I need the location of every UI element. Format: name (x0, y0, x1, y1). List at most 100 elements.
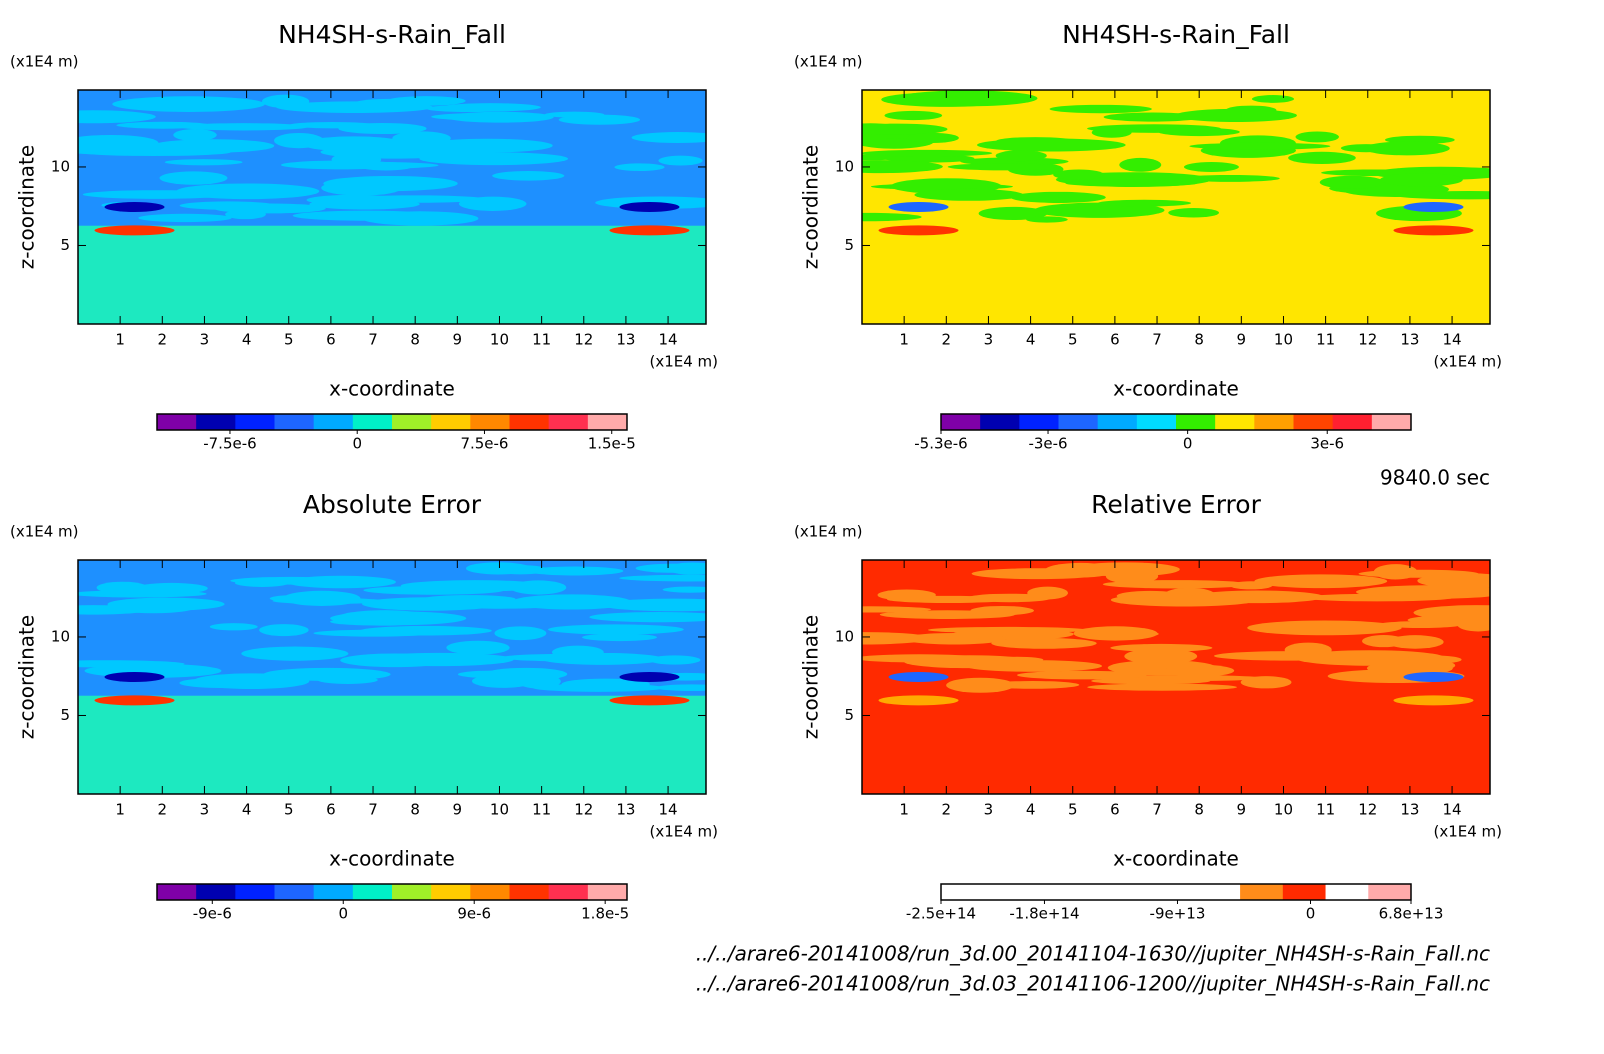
colorbar-swatch (1240, 884, 1284, 900)
field-stripe (1417, 573, 1490, 589)
y-unit: (x1E4 m) (10, 53, 79, 71)
colorbar-swatch (313, 414, 354, 430)
field-feature (878, 695, 959, 706)
field-stripe (877, 589, 936, 601)
field-stripe (1017, 670, 1147, 680)
x-tick-label: 5 (1068, 801, 1078, 819)
field-stripe (213, 203, 326, 214)
y-unit: (x1E4 m) (794, 523, 863, 541)
field-stripe (881, 92, 1011, 107)
plot-frame (861, 559, 1491, 795)
field-stripe (511, 594, 632, 610)
x-tick-label: 6 (1110, 801, 1120, 819)
colorbar-tick-label: -1.8e+14 (1009, 905, 1079, 923)
field-stripe (1392, 191, 1490, 200)
x-tick-label: 2 (158, 801, 168, 819)
colorbar-swatch (1215, 414, 1255, 430)
colorbar-swatch (274, 884, 315, 900)
x-axis-label: x-coordinate (329, 847, 455, 871)
field-stripe (964, 660, 1103, 672)
field-stripe (582, 633, 658, 642)
field-stripe (1049, 104, 1152, 114)
colorbar-frame (156, 413, 628, 431)
field-stripe (1288, 151, 1356, 165)
x-tick-label: 10 (490, 801, 509, 819)
field-stripe (906, 132, 959, 143)
field-feature (619, 202, 680, 212)
x-tick-label: 7 (1152, 801, 1162, 819)
field-stripe (619, 574, 706, 582)
y-unit: (x1E4 m) (10, 523, 79, 541)
field-stripe (173, 128, 217, 141)
field-stripe (234, 579, 290, 587)
colorbar-frame (940, 883, 1412, 901)
x-tick-label: 11 (1316, 331, 1335, 349)
x-tick-label: 1 (899, 331, 909, 349)
field-stripe (526, 566, 624, 576)
field-stripe (1073, 626, 1158, 641)
colorbar-swatch (313, 884, 354, 900)
colorbar-swatch (941, 884, 985, 900)
field-stripe (1034, 202, 1165, 218)
colorbar-tick-label: -2.5e+14 (906, 905, 976, 923)
x-tick-label: 6 (326, 801, 336, 819)
colorbar-swatch (196, 414, 236, 430)
colorbar-swatch (196, 884, 236, 900)
x-tick-label: 8 (410, 331, 420, 349)
field-stripe (862, 654, 984, 663)
x-tick-label: 1 (115, 331, 125, 349)
colorbar-swatch (1176, 414, 1216, 430)
field-stripe (362, 211, 479, 226)
field-stripe (419, 152, 569, 166)
field-stripe (927, 626, 1087, 634)
field-feature (104, 672, 165, 682)
field-stripe (1163, 664, 1235, 677)
field-stripe (1091, 677, 1211, 685)
colorbar-swatch (1111, 884, 1156, 900)
colorbar-swatch (157, 414, 197, 430)
colorbar-swatch (587, 414, 628, 430)
colorbar-swatch (548, 414, 589, 430)
x-tick-label: 12 (574, 331, 593, 349)
colorbar-swatch (1019, 414, 1059, 430)
field-stripe (209, 623, 258, 631)
contour-panel: NH4SH-s-Rain_Fall (x1E4 m) z-coordinate (x1… (794, 20, 1502, 453)
x-axis-label: x-coordinate (1113, 377, 1239, 401)
field-stripe (648, 655, 701, 665)
field-stripe (107, 597, 225, 611)
x-tick-label: 6 (326, 331, 336, 349)
field-stripe (425, 104, 515, 113)
y-axis-label: z-coordinate (799, 615, 823, 739)
field-stripe (164, 159, 243, 166)
contour-panel: Absolute Error (x1E4 m) z-coordinate (x1E4 … (10, 490, 718, 923)
field-stripe (976, 138, 1126, 152)
field-stripe (655, 684, 706, 691)
field-stripe (933, 637, 986, 645)
colorbar-swatch (1097, 414, 1138, 430)
colorbar-swatch (431, 884, 471, 900)
y-unit: (x1E4 m) (794, 53, 863, 71)
x-tick-label: 4 (1026, 331, 1036, 349)
y-tick-label: 5 (844, 706, 854, 724)
x-unit: (x1E4 m) (1433, 353, 1502, 371)
colorbar-swatch (1282, 884, 1327, 900)
field-stripe (1251, 95, 1295, 103)
field-stripe (323, 175, 458, 192)
x-tick-label: 13 (1400, 331, 1419, 349)
x-tick-label: 1 (115, 801, 125, 819)
field-stripe (1168, 207, 1219, 218)
x-tick-label: 2 (942, 331, 952, 349)
field-feature (104, 202, 165, 212)
field-stripe (1294, 650, 1446, 666)
field-stripe (1175, 108, 1297, 122)
x-tick-label: 5 (284, 801, 294, 819)
time-label: 9840.0 sec (1380, 466, 1490, 490)
field-stripe (947, 163, 1062, 171)
x-tick-label: 3 (200, 331, 210, 349)
y-tick-label: 10 (51, 157, 70, 175)
colorbar-swatch (983, 884, 1027, 900)
field-stripe (1124, 648, 1198, 665)
x-tick-label: 9 (1237, 801, 1247, 819)
field-stripe (446, 640, 510, 655)
field-stripe (862, 160, 943, 174)
